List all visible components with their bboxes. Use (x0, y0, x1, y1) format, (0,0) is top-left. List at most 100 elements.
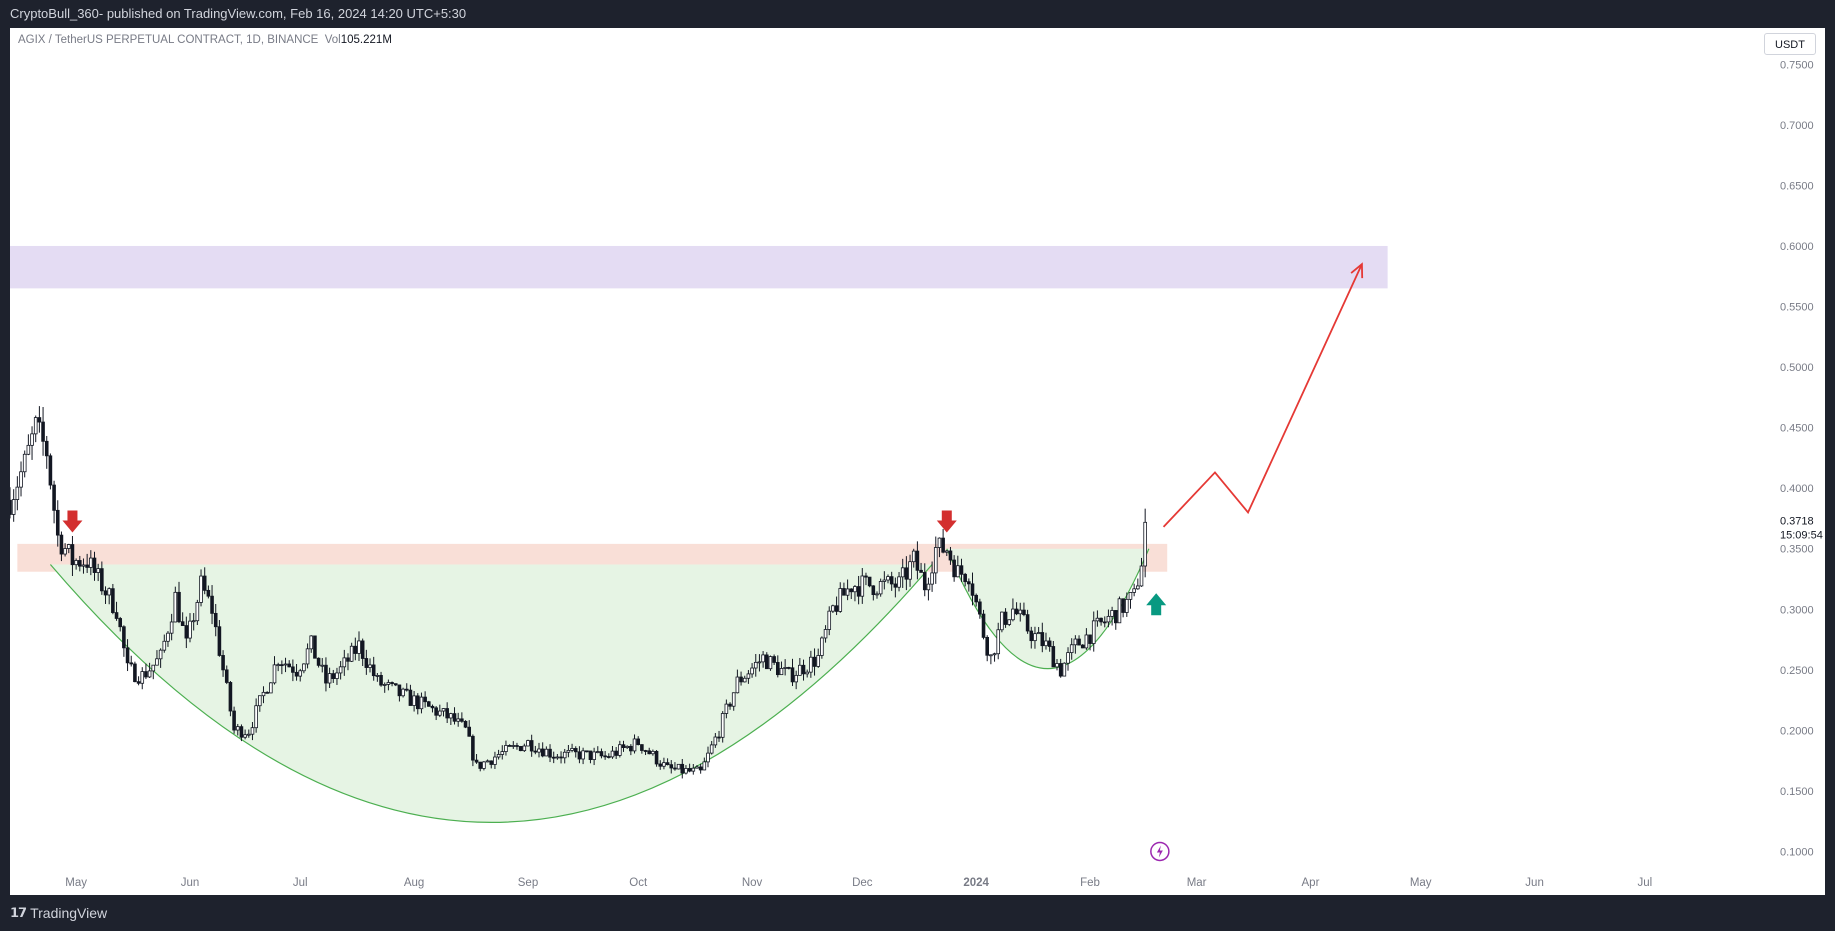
price-tick-label: 0.1500 (1780, 786, 1814, 798)
candle-body (52, 484, 56, 511)
candle-body (1018, 609, 1023, 615)
candle-body (790, 667, 795, 683)
candle-body (1121, 598, 1125, 613)
candle-body (415, 695, 420, 710)
candle-body (592, 751, 596, 760)
candle-body (640, 744, 644, 751)
volume-label: Vol (324, 34, 341, 46)
candle-body (654, 750, 659, 765)
candle-body (136, 681, 141, 684)
candle-body (195, 602, 200, 622)
candle-body (566, 750, 571, 753)
candle-body (364, 658, 369, 668)
candle-body (265, 691, 269, 694)
candle-body (412, 695, 416, 706)
chart-panel[interactable]: 0.1000 0.1500 0.2000 0.2500 0.3000 0.3500 0.40… (10, 28, 1825, 895)
time-tick-label: Jun (1525, 877, 1544, 889)
candle-body (1022, 609, 1026, 616)
candle-body (717, 736, 721, 739)
candle-body (22, 453, 27, 473)
candle-body (33, 417, 38, 435)
candle-body (283, 663, 288, 666)
candle-body (559, 756, 563, 759)
candle-body (199, 575, 203, 603)
cup-fill (50, 564, 933, 823)
candle-body (1102, 621, 1107, 624)
candle-body (210, 595, 214, 614)
candle-body (515, 745, 519, 747)
candle-body (386, 682, 391, 685)
candle-body (1128, 591, 1133, 600)
candle-body (669, 764, 674, 769)
candle-body (1040, 632, 1045, 647)
price-tick-label: 0.5500 (1780, 302, 1814, 314)
candle-body (63, 548, 67, 555)
candle-body (933, 547, 938, 574)
candle-body (85, 564, 89, 568)
candle-body (151, 664, 156, 672)
candle-body (423, 696, 427, 703)
candle-body (504, 745, 508, 752)
candle-body (673, 767, 677, 770)
time-tick-label: Sep (518, 877, 538, 889)
price-tick-label: 0.2500 (1780, 665, 1814, 677)
candle-body (776, 662, 780, 676)
price-tick-label: 0.6500 (1780, 180, 1814, 192)
candle-body (1036, 632, 1041, 635)
candle-body (114, 612, 119, 619)
candle-body (111, 588, 115, 613)
price-chart[interactable]: 0.1000 0.1500 0.2000 0.2500 0.3000 0.3500 0.40… (10, 28, 1825, 895)
candle-body (1080, 644, 1085, 649)
publish-line: CryptoBull_360- published on TradingView… (10, 6, 467, 21)
candle-body (511, 745, 516, 747)
candle-body (687, 768, 692, 772)
candle-body (1003, 611, 1008, 625)
candle-body (864, 575, 868, 578)
candle-body (375, 675, 380, 677)
candle-body (978, 601, 982, 615)
candle-body (1011, 608, 1015, 621)
candle-body (618, 744, 622, 756)
candle-body (313, 635, 317, 659)
candle-body (331, 673, 336, 679)
candle-body (610, 750, 615, 758)
candle-body (489, 760, 494, 765)
candle-body (1058, 663, 1063, 677)
candle-body (144, 671, 148, 678)
candle-body (963, 573, 967, 583)
candle-body (886, 576, 890, 581)
candle-body (570, 748, 574, 751)
candle-body (952, 559, 956, 578)
candle-body (89, 557, 93, 568)
price-tick-label: 0.7000 (1780, 120, 1814, 132)
candle-body (70, 544, 75, 566)
candle-body (335, 672, 339, 679)
candle-body (213, 612, 218, 628)
candle-body (41, 421, 45, 442)
candle-body (390, 682, 394, 685)
candle-body (166, 632, 170, 642)
candle-body (1047, 640, 1052, 647)
candle-body (764, 654, 769, 670)
candle-body (1088, 634, 1092, 644)
candle-body (1066, 652, 1070, 664)
candle-body (805, 671, 809, 675)
candle-body (816, 655, 821, 667)
candle-body (941, 537, 945, 553)
tradingview-logo[interactable]: 𝟭𝟳 TradingView (10, 905, 107, 921)
candle-body (66, 544, 71, 549)
candle-body (496, 754, 501, 758)
candle-body (140, 671, 145, 684)
candle-body (680, 763, 685, 774)
currency-button[interactable]: USDT (1764, 33, 1816, 55)
time-tick-label: Nov (742, 877, 763, 889)
candle-body (904, 567, 909, 580)
candle-body (485, 760, 490, 763)
brand-name: TradingView (30, 905, 108, 921)
candle-body (1110, 610, 1114, 617)
candle-body (856, 586, 861, 597)
candle-body (232, 710, 236, 731)
candle-body (316, 657, 321, 666)
candle-body (217, 626, 222, 656)
candle-body (291, 666, 295, 673)
